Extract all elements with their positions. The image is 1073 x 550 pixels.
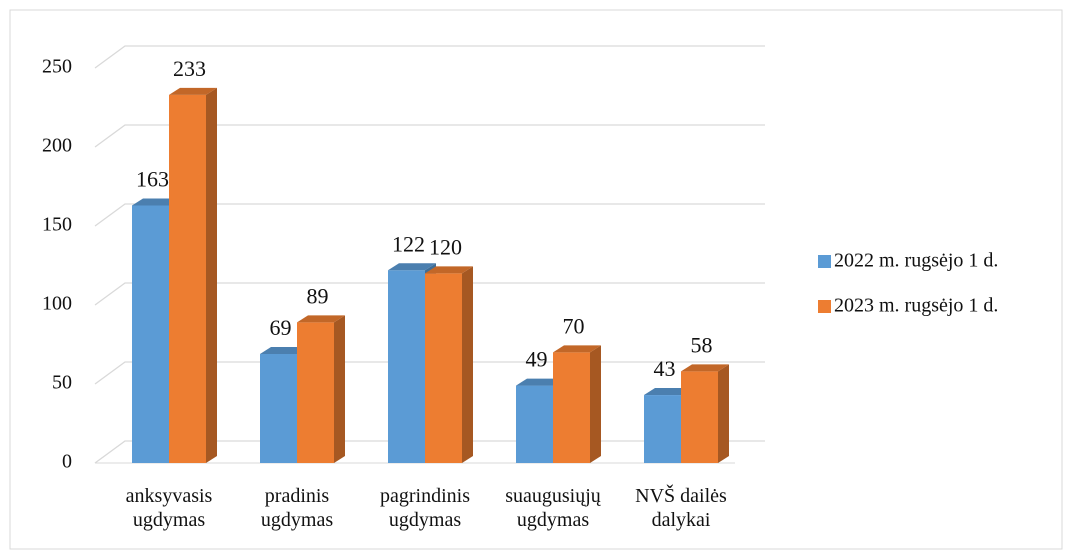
bar-top bbox=[516, 378, 564, 386]
bar-front bbox=[260, 353, 297, 463]
bar-front bbox=[297, 322, 334, 463]
data-label: 120 bbox=[429, 234, 462, 259]
y-tick-label: 100 bbox=[42, 293, 72, 315]
y-tick-label: 200 bbox=[42, 135, 72, 157]
data-label: 49 bbox=[526, 347, 548, 372]
data-label: 122 bbox=[392, 231, 425, 256]
x-tick-line: anksyvasis bbox=[126, 485, 213, 507]
x-tick-line: dalykai bbox=[652, 509, 711, 531]
data-label: 58 bbox=[691, 332, 713, 357]
bar-side bbox=[206, 87, 217, 464]
x-tick-line: ugdymas bbox=[389, 509, 461, 531]
bar-side bbox=[590, 345, 601, 463]
bar-front bbox=[169, 94, 206, 464]
x-tick-label: suaugusiųjų ugdymas bbox=[505, 485, 602, 531]
bar-front bbox=[516, 385, 553, 463]
data-label: 70 bbox=[563, 313, 585, 338]
bar-top bbox=[169, 87, 217, 95]
bar bbox=[297, 315, 345, 463]
bar-side bbox=[462, 266, 473, 463]
y-tick-label: 150 bbox=[42, 214, 72, 236]
bar-top bbox=[644, 388, 692, 396]
bar bbox=[425, 266, 473, 463]
bar-front bbox=[425, 273, 462, 463]
bar-top bbox=[388, 263, 436, 271]
data-label: 69 bbox=[270, 315, 292, 340]
bar-front bbox=[681, 371, 718, 463]
x-tick-line: pagrindinis bbox=[380, 485, 470, 507]
x-tick-line: ugdymas bbox=[517, 509, 589, 531]
legend-label: 2022 m. rugsėjo 1 d. bbox=[834, 250, 998, 272]
bar bbox=[553, 345, 601, 463]
bar-side bbox=[334, 315, 345, 463]
legend-swatch bbox=[818, 300, 831, 313]
grid-line bbox=[94, 282, 765, 306]
x-tick-label: pradinis ugdymas bbox=[261, 485, 333, 531]
y-tick-label: 0 bbox=[62, 451, 72, 473]
y-tick-label: 50 bbox=[52, 372, 72, 394]
x-tick-label: anksyvasis ugdymas bbox=[126, 485, 213, 531]
data-label: 89 bbox=[307, 283, 329, 308]
bar-side bbox=[718, 364, 729, 463]
x-tick-line: ugdymas bbox=[133, 509, 205, 531]
bar-top bbox=[297, 315, 345, 323]
bar bbox=[681, 364, 729, 463]
x-tick-label: NVŠ dailės dalykai bbox=[635, 483, 727, 531]
data-label: 233 bbox=[173, 56, 206, 81]
data-label: 163 bbox=[136, 167, 169, 192]
chart-border bbox=[9, 9, 1063, 550]
bar-top bbox=[425, 266, 473, 274]
legend-label: 2023 m. rugsėjo 1 d. bbox=[834, 295, 998, 317]
grid-line bbox=[94, 124, 765, 148]
bar-top bbox=[132, 198, 180, 206]
bar-top bbox=[553, 345, 601, 353]
bar bbox=[169, 87, 217, 464]
grid-line bbox=[94, 203, 765, 227]
x-tick-label: pagrindinis ugdymas bbox=[380, 485, 470, 531]
grid-line bbox=[94, 45, 765, 69]
x-tick-line: ugdymas bbox=[261, 509, 333, 531]
bar-front bbox=[132, 205, 169, 463]
bar-front bbox=[388, 270, 425, 463]
legend-swatch bbox=[818, 255, 831, 268]
data-label: 43 bbox=[654, 356, 676, 381]
x-tick-line: suaugusiųjų bbox=[505, 485, 602, 507]
x-tick-line: pradinis bbox=[265, 485, 330, 507]
bar-front bbox=[644, 395, 681, 463]
bar-top bbox=[260, 346, 308, 354]
x-tick-line: NVŠ dailės bbox=[635, 483, 727, 507]
y-tick-label: 250 bbox=[42, 56, 72, 78]
bar-top bbox=[681, 364, 729, 372]
bar-front bbox=[553, 352, 590, 463]
grid-line bbox=[94, 361, 765, 385]
